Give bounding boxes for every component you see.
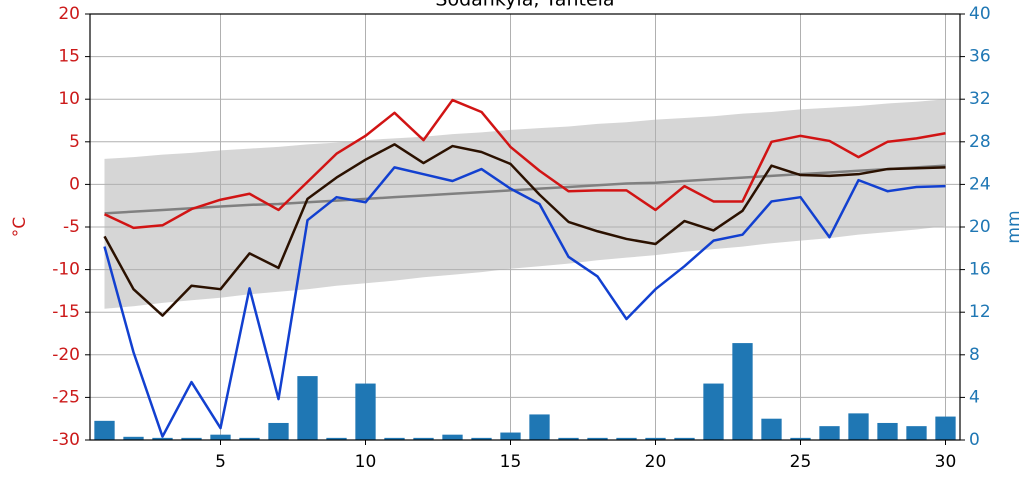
precipitation-bar	[558, 437, 579, 440]
precipitation-bar	[703, 383, 724, 440]
precipitation-bar	[239, 437, 260, 440]
precipitation-bar	[442, 434, 463, 440]
y-axis-label: °C	[10, 217, 30, 237]
y-tick-label: -10	[52, 260, 80, 280]
y2-tick-label: 24	[969, 174, 991, 194]
x-tick-label: 30	[935, 452, 957, 472]
y2-tick-label: 12	[969, 302, 991, 322]
y-tick-label: -5	[63, 217, 80, 237]
y2-tick-label: 32	[969, 89, 991, 109]
precipitation-bar	[906, 426, 927, 440]
x-tick-label: 10	[355, 452, 377, 472]
precipitation-bar	[384, 437, 405, 440]
precipitation-bar	[500, 432, 521, 440]
precipitation-bar	[94, 420, 115, 440]
line	[103, 98, 946, 230]
x-tick-label: 5	[215, 452, 226, 472]
chart-title: Sodankylä, Tähtelä	[435, 0, 614, 11]
line	[104, 164, 946, 215]
precipitation-bar	[413, 437, 434, 440]
precipitation-bar	[181, 437, 202, 440]
precipitation-bar	[645, 437, 666, 440]
precipitation-bar	[877, 422, 898, 440]
precipitation-bar	[123, 436, 144, 440]
x-tick-label: 25	[790, 452, 812, 472]
y-tick-label: -30	[52, 430, 80, 450]
precipitation-bar	[790, 437, 811, 440]
line	[103, 143, 946, 317]
y2-tick-label: 40	[969, 4, 991, 24]
y2-tick-label: 4	[969, 387, 980, 407]
y2-axis-label: mm	[1004, 210, 1024, 243]
y2-tick-label: 20	[969, 217, 991, 237]
y2-tick-label: 16	[969, 260, 991, 280]
line	[103, 166, 946, 438]
precipitation-bar	[297, 376, 318, 440]
precipitation-bar	[674, 437, 695, 440]
precipitation-bar	[761, 418, 782, 440]
precipitation-bar	[355, 383, 376, 440]
precipitation-bar	[152, 437, 173, 440]
precipitation-bar	[732, 343, 753, 440]
y2-tick-label: 8	[969, 345, 980, 365]
x-tick-label: 15	[500, 452, 522, 472]
precipitation-bar	[935, 416, 956, 440]
x-tick-label: 20	[645, 452, 667, 472]
y-tick-label: -25	[52, 387, 80, 407]
y-tick-label: 10	[58, 89, 80, 109]
precipitation-bar	[210, 434, 231, 440]
plot-frame	[89, 13, 961, 441]
precipitation-bar	[848, 413, 869, 440]
y2-tick-label: 28	[969, 132, 991, 152]
y-tick-label: -20	[52, 345, 80, 365]
precipitation-bar	[268, 422, 289, 440]
y-tick-label: 5	[69, 132, 80, 152]
precipitation-bar	[326, 437, 347, 440]
precipitation-bar	[819, 426, 840, 440]
y2-tick-label: 0	[969, 430, 980, 450]
precipitation-bar	[529, 414, 550, 440]
y-tick-label: -15	[52, 302, 80, 322]
precipitation-bar	[587, 437, 608, 440]
precipitation-bar	[616, 437, 637, 440]
normal-range-band	[104, 99, 946, 309]
y-tick-label: 0	[69, 174, 80, 194]
y-tick-label: 15	[58, 47, 80, 67]
y2-tick-label: 36	[969, 47, 991, 67]
y-tick-label: 20	[58, 4, 80, 24]
precipitation-bar	[471, 437, 492, 440]
